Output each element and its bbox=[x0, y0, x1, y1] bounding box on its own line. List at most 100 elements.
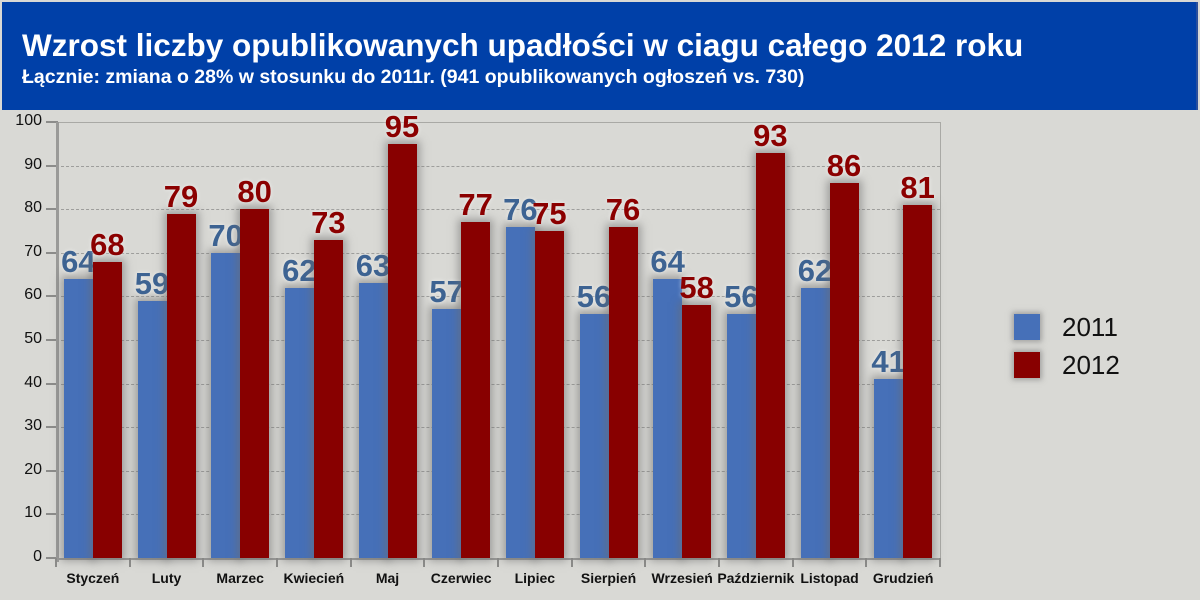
plot-area bbox=[56, 122, 941, 559]
gridline bbox=[56, 427, 940, 429]
gridline bbox=[56, 296, 940, 298]
y-tick bbox=[46, 382, 58, 385]
bar-2012 bbox=[755, 152, 785, 558]
x-tick bbox=[497, 558, 499, 567]
bar-2011 bbox=[874, 379, 904, 558]
x-tick-label: Maj bbox=[375, 570, 400, 586]
legend-label-2012: 2012 bbox=[1062, 350, 1120, 380]
bar-2011 bbox=[63, 278, 93, 558]
y-tick bbox=[46, 469, 58, 472]
chart-subtitle: Łącznie: zmiana o 28% w stosunku do 2011… bbox=[22, 66, 805, 88]
bar-2011 bbox=[726, 313, 756, 558]
x-tick-label: Październik bbox=[717, 570, 795, 586]
data-label-2011: 59 bbox=[134, 265, 170, 301]
y-tick bbox=[46, 164, 58, 167]
bar-2012 bbox=[240, 209, 270, 558]
data-label-2011: 62 bbox=[282, 252, 317, 288]
data-label-2012: 68 bbox=[90, 226, 125, 262]
bar-2012 bbox=[903, 204, 933, 558]
bar-2012 bbox=[534, 231, 564, 558]
x-tick bbox=[718, 558, 720, 567]
y-tick-label: 60 bbox=[24, 286, 42, 304]
data-label-2012: 80 bbox=[237, 174, 272, 210]
data-label-2012: 79 bbox=[163, 178, 199, 214]
bar-2011 bbox=[358, 283, 388, 558]
y-tick bbox=[46, 251, 58, 254]
y-axis bbox=[56, 122, 59, 562]
legend-swatch-2011 bbox=[1014, 314, 1040, 340]
data-label-2011: 57 bbox=[429, 274, 464, 310]
bar-2011 bbox=[505, 226, 535, 558]
y-tick bbox=[46, 426, 58, 429]
x-tick bbox=[202, 558, 205, 567]
y-tick bbox=[46, 557, 58, 559]
y-tick bbox=[46, 513, 58, 516]
gridline bbox=[56, 383, 940, 385]
x-tick bbox=[423, 558, 426, 567]
gridline bbox=[56, 514, 940, 516]
data-label-2011: 64 bbox=[61, 243, 96, 279]
y-tick-label: 100 bbox=[15, 112, 42, 129]
y-tick bbox=[46, 295, 58, 298]
data-label-2012: 73 bbox=[311, 204, 346, 240]
x-tick-label: Wrzesień bbox=[651, 570, 713, 586]
gridline bbox=[56, 209, 940, 211]
x-tick bbox=[865, 558, 868, 567]
title-banner: Wzrost liczby opublikowanych upadłości w… bbox=[2, 2, 1198, 110]
bar-2011 bbox=[653, 278, 683, 558]
y-tick-label: 90 bbox=[24, 155, 42, 173]
x-tick-label: Luty bbox=[151, 570, 182, 586]
x-tick-label: Marzec bbox=[216, 570, 264, 586]
x-tick bbox=[644, 558, 647, 567]
legend-swatch-2012 bbox=[1014, 352, 1040, 378]
bar-2012 bbox=[92, 261, 122, 558]
gridline bbox=[56, 252, 940, 254]
y-tick-label: 50 bbox=[24, 330, 42, 347]
x-tick bbox=[791, 558, 794, 567]
bar-2011 bbox=[211, 252, 241, 558]
bar-2012 bbox=[682, 305, 712, 558]
y-tick bbox=[46, 208, 58, 211]
x-tick-label: Listopad bbox=[800, 570, 859, 586]
gridline bbox=[56, 340, 940, 341]
data-label-2011: 63 bbox=[355, 248, 391, 284]
x-tick bbox=[128, 558, 131, 567]
y-tick-label: 70 bbox=[24, 242, 42, 260]
y-tick-label: 40 bbox=[24, 373, 42, 391]
data-label-2012: 58 bbox=[679, 270, 714, 306]
y-tick-label: 80 bbox=[24, 199, 42, 217]
y-tick-label: 10 bbox=[24, 504, 42, 522]
data-label-2012: 86 bbox=[826, 148, 862, 184]
data-label-2012: 95 bbox=[384, 108, 420, 144]
legend-label-2011: 2011 bbox=[1062, 312, 1118, 342]
bar-2011 bbox=[800, 287, 830, 558]
data-label-2012: 93 bbox=[753, 117, 788, 153]
x-tick bbox=[570, 558, 573, 567]
x-tick-label: Czerwiec bbox=[430, 570, 492, 586]
x-tick-label: Kwiecień bbox=[283, 570, 345, 586]
y-tick-label: 30 bbox=[24, 417, 42, 435]
x-tick-label: Sierpień bbox=[580, 570, 637, 586]
bar-2011 bbox=[432, 309, 462, 558]
y-tick bbox=[46, 121, 58, 123]
y-tick bbox=[46, 339, 58, 341]
data-label-2011: 70 bbox=[208, 217, 243, 253]
x-tick-label: Grudzień bbox=[872, 570, 934, 586]
bar-2012 bbox=[313, 239, 343, 558]
bar-2011 bbox=[137, 300, 167, 558]
x-tick bbox=[55, 558, 57, 567]
data-label-2012: 75 bbox=[532, 196, 567, 231]
data-label-2012: 77 bbox=[458, 187, 493, 223]
data-label-2011: 56 bbox=[724, 278, 759, 314]
data-label-2011: 56 bbox=[576, 278, 612, 314]
x-tick bbox=[276, 558, 278, 567]
bar-2012 bbox=[608, 226, 638, 558]
data-label-2011: 76 bbox=[503, 191, 538, 227]
x-tick bbox=[349, 558, 352, 567]
bar-2012 bbox=[387, 143, 417, 558]
y-tick-label: 20 bbox=[24, 460, 42, 478]
data-label-2011: 64 bbox=[650, 243, 685, 279]
data-label-2011: 62 bbox=[797, 252, 833, 288]
data-label-2012: 76 bbox=[605, 191, 641, 227]
y-tick-label: 0 bbox=[33, 548, 42, 565]
